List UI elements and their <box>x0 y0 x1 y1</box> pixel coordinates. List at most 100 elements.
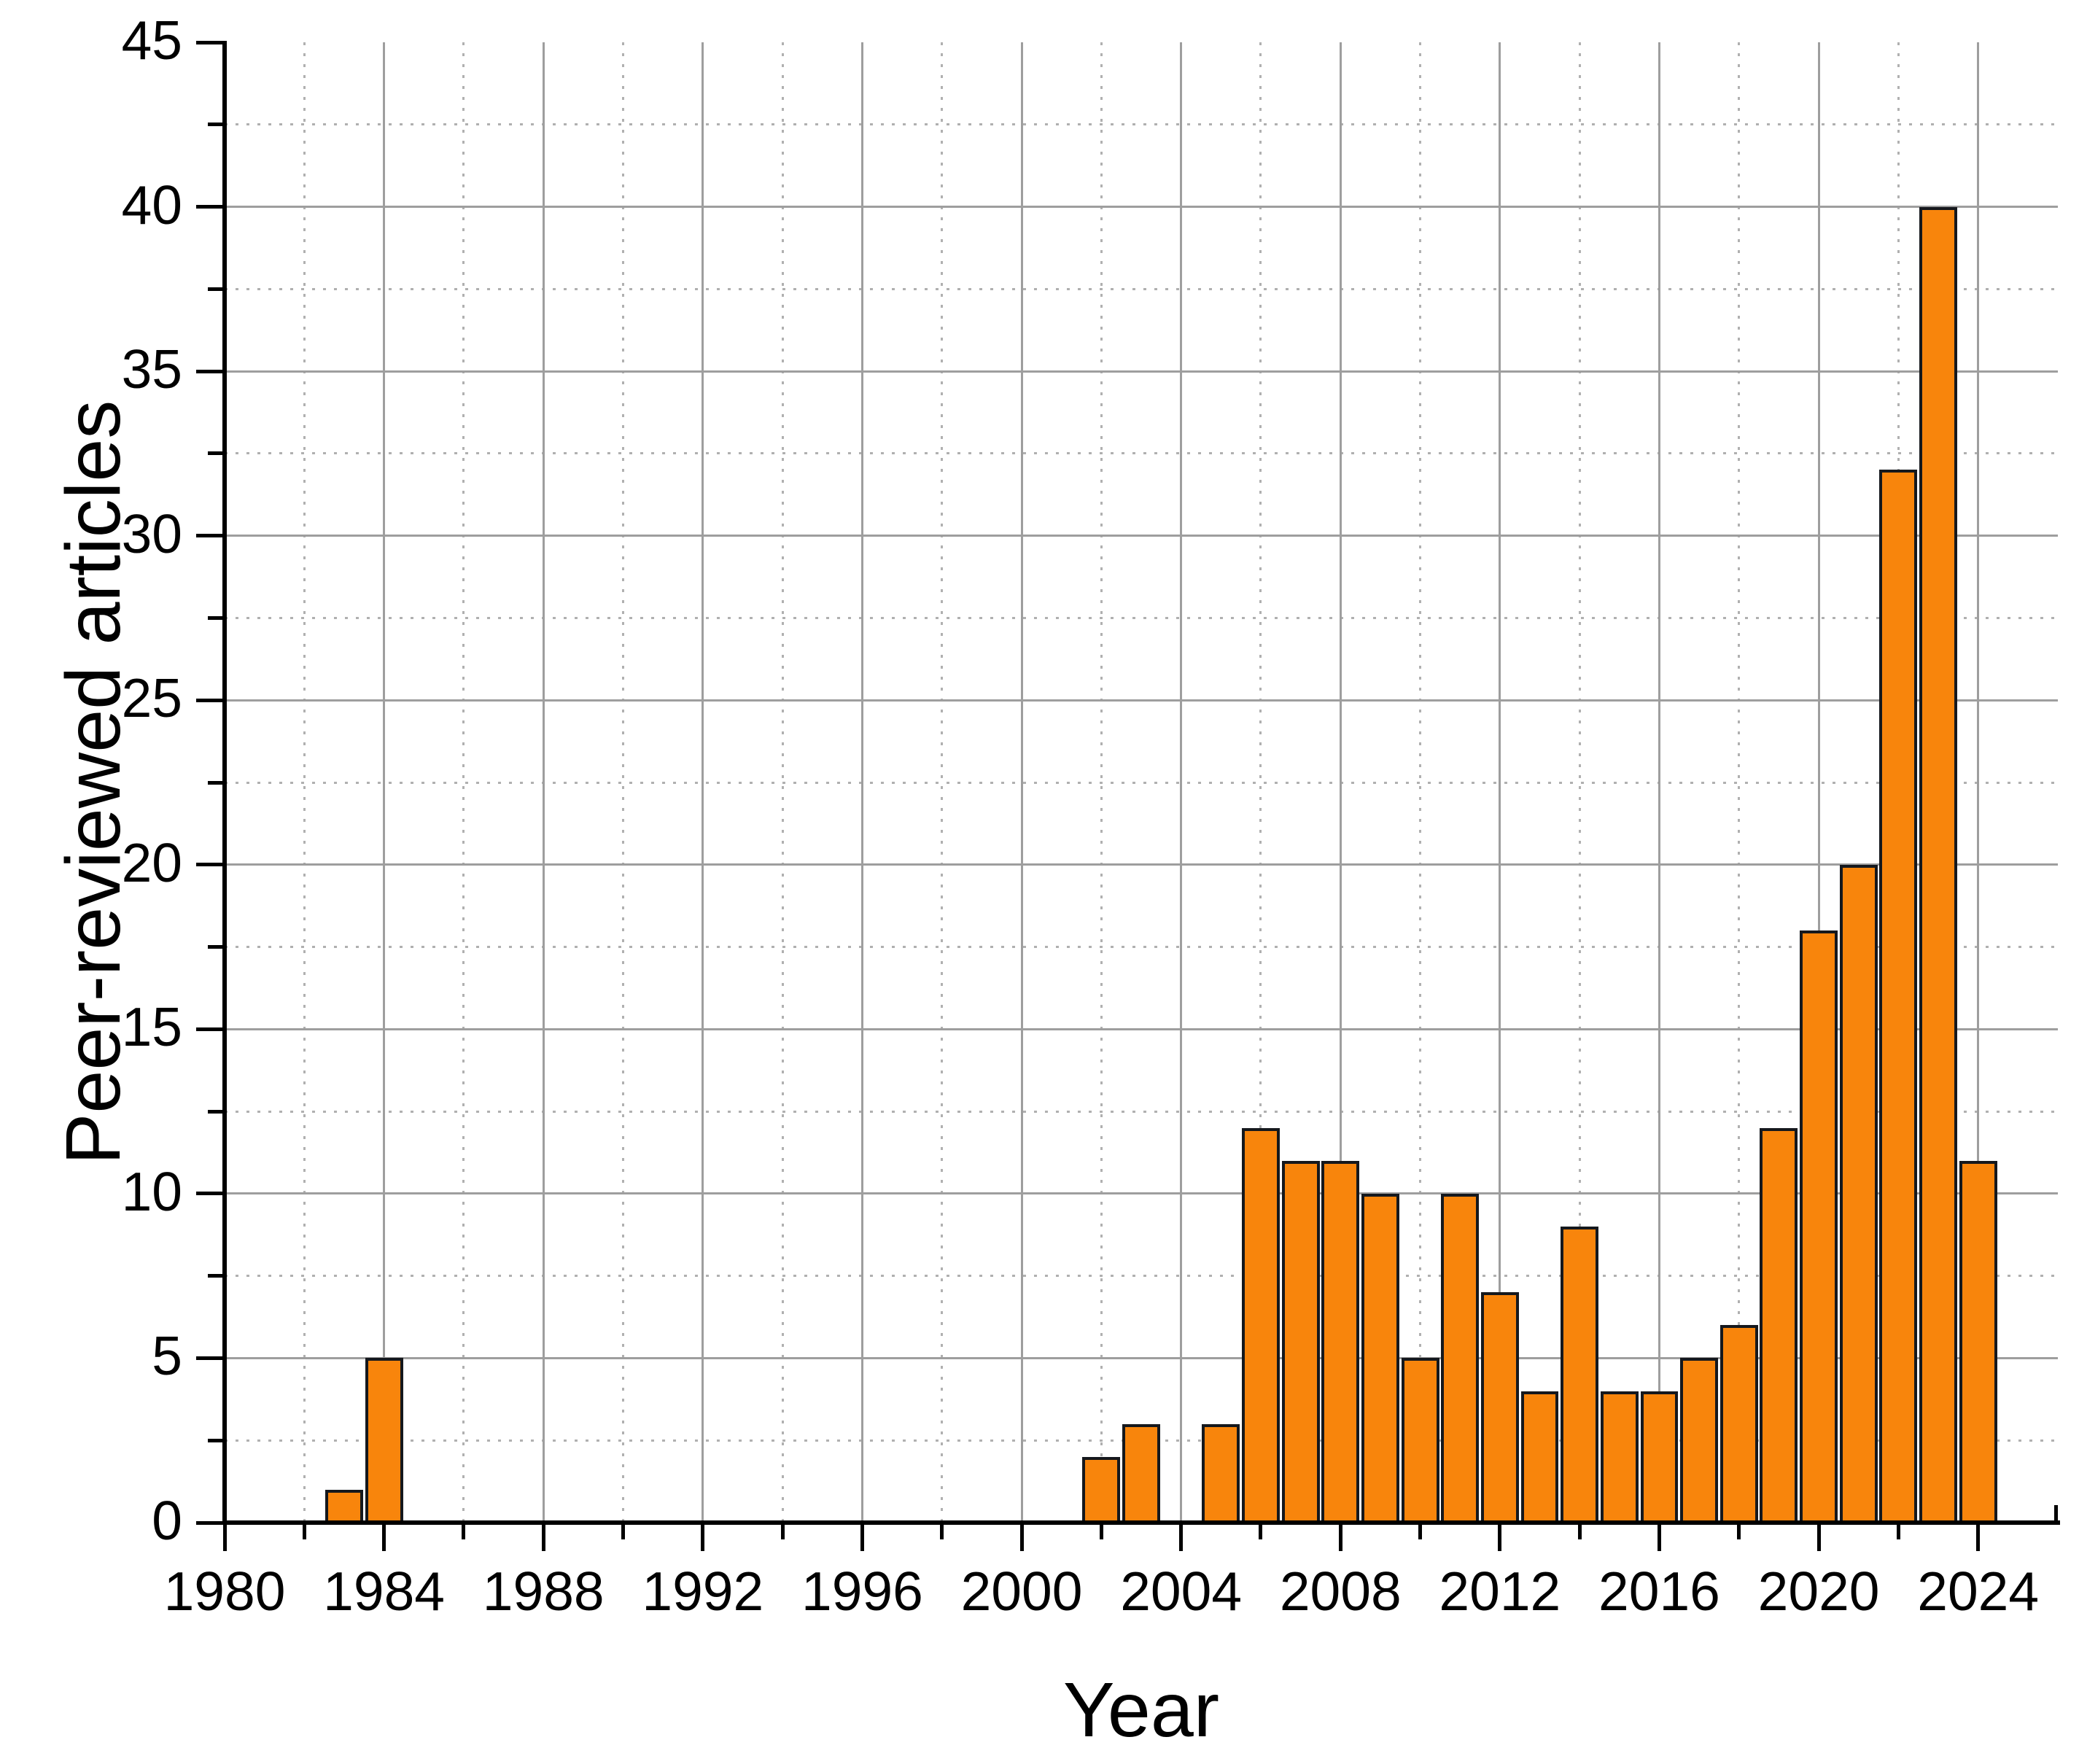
bar-2016 <box>1640 1391 1679 1524</box>
gridline-vertical-major <box>1977 42 1980 1523</box>
gridline-vertical-minor <box>1259 42 1262 1523</box>
gridline-vertical-minor <box>1578 42 1581 1523</box>
y-major-tick <box>196 1027 222 1031</box>
gridline-vertical-minor <box>462 42 465 1523</box>
x-major-tick <box>1976 1525 1981 1551</box>
x-major-tick <box>1019 1525 1024 1551</box>
x-minor-tick <box>780 1525 785 1539</box>
x-major-tick <box>541 1525 545 1551</box>
bar-2015 <box>1600 1391 1639 1524</box>
bar-2008 <box>1321 1160 1360 1524</box>
x-major-tick <box>1816 1525 1821 1551</box>
gridline-vertical-major <box>860 42 863 1523</box>
x-minor-tick <box>462 1525 466 1539</box>
x-tick-label: 1988 <box>482 1561 605 1622</box>
x-minor-tick <box>1259 1525 1263 1539</box>
gridline-horizontal-major <box>225 206 2058 209</box>
y-major-tick <box>196 1356 222 1360</box>
y-tick-label: 25 <box>121 667 182 729</box>
x-axis-end-cap <box>2054 1505 2058 1523</box>
y-major-tick <box>196 40 222 44</box>
x-tick-label: 1980 <box>163 1561 286 1622</box>
x-tick-label: 1992 <box>642 1561 764 1622</box>
y-major-tick <box>196 698 222 702</box>
x-minor-tick <box>1577 1525 1582 1539</box>
x-major-tick <box>701 1525 705 1551</box>
gridline-horizontal-minor <box>225 1275 2058 1278</box>
bar-2020 <box>1800 930 1838 1524</box>
bar-2013 <box>1520 1391 1559 1524</box>
gridline-vertical-minor <box>941 42 944 1523</box>
y-tick-label: 35 <box>121 338 182 400</box>
x-tick-label: 2012 <box>1439 1561 1561 1622</box>
y-major-tick <box>196 1520 222 1525</box>
x-minor-tick <box>1099 1525 1103 1539</box>
x-major-tick <box>860 1525 864 1551</box>
bar-2023 <box>1919 206 1957 1524</box>
gridline-vertical-minor <box>781 42 784 1523</box>
y-tick-label: 10 <box>121 1160 182 1222</box>
x-minor-tick <box>1418 1525 1423 1539</box>
bar-2017 <box>1680 1358 1719 1524</box>
gridline-horizontal-minor <box>225 946 2058 949</box>
gridline-horizontal-minor <box>225 123 2058 126</box>
x-tick-label: 2000 <box>960 1561 1083 1622</box>
gridline-vertical-major <box>1499 42 1501 1523</box>
gridline-vertical-minor <box>1419 42 1422 1523</box>
bar-2021 <box>1839 864 1878 1524</box>
gridline-vertical-minor <box>622 42 625 1523</box>
x-major-tick <box>382 1525 386 1551</box>
y-minor-tick <box>208 780 222 785</box>
x-minor-tick <box>302 1525 306 1539</box>
bar-2011 <box>1441 1193 1480 1524</box>
x-axis-title: Year <box>1062 1667 1220 1753</box>
y-minor-tick <box>208 1109 222 1114</box>
gridline-horizontal-minor <box>225 452 2058 455</box>
gridline-horizontal-major <box>225 535 2058 537</box>
x-tick-label: 1984 <box>323 1561 446 1622</box>
gridline-horizontal-major <box>225 699 2058 702</box>
x-minor-tick <box>1737 1525 1741 1539</box>
bar-2002 <box>1082 1456 1121 1524</box>
bar-2024 <box>1959 1160 1997 1524</box>
gridline-horizontal-major <box>225 1027 2058 1030</box>
gridline-vertical-minor <box>1738 42 1741 1523</box>
y-minor-tick <box>208 287 222 291</box>
bar-2022 <box>1879 470 1918 1524</box>
gridline-vertical-major <box>1339 42 1342 1523</box>
gridline-vertical-major <box>1020 42 1023 1523</box>
y-tick-label: 30 <box>121 502 182 564</box>
bar-2005 <box>1202 1423 1240 1524</box>
y-minor-tick <box>208 945 222 949</box>
y-minor-tick <box>208 123 222 127</box>
y-tick-label: 40 <box>121 174 182 236</box>
y-major-tick <box>196 369 222 373</box>
bar-2003 <box>1122 1423 1160 1524</box>
gridline-vertical-major <box>542 42 545 1523</box>
gridline-horizontal-major <box>225 863 2058 866</box>
gridline-vertical-major <box>1180 42 1183 1523</box>
bar-1983 <box>325 1489 363 1524</box>
x-minor-tick <box>940 1525 944 1539</box>
gridline-horizontal-minor <box>225 1110 2058 1113</box>
gridline-vertical-major <box>1817 42 1820 1523</box>
x-minor-tick <box>621 1525 626 1539</box>
gridline-vertical-major <box>702 42 704 1523</box>
x-tick-label: 2004 <box>1120 1561 1243 1622</box>
bar-2019 <box>1760 1127 1798 1524</box>
y-axis-line <box>222 40 227 1525</box>
bar-2009 <box>1361 1193 1399 1524</box>
y-minor-tick <box>208 451 222 456</box>
bar-2018 <box>1719 1325 1758 1524</box>
x-major-tick <box>1498 1525 1502 1551</box>
y-tick-label: 15 <box>121 996 182 1058</box>
x-major-tick <box>222 1525 227 1551</box>
x-tick-label: 2016 <box>1598 1561 1720 1622</box>
y-major-tick <box>196 205 222 209</box>
bar-2007 <box>1281 1160 1320 1524</box>
gridline-horizontal-minor <box>225 781 2058 784</box>
gridline-horizontal-major <box>225 370 2058 373</box>
y-major-tick <box>196 534 222 538</box>
bar-1984 <box>365 1358 403 1524</box>
